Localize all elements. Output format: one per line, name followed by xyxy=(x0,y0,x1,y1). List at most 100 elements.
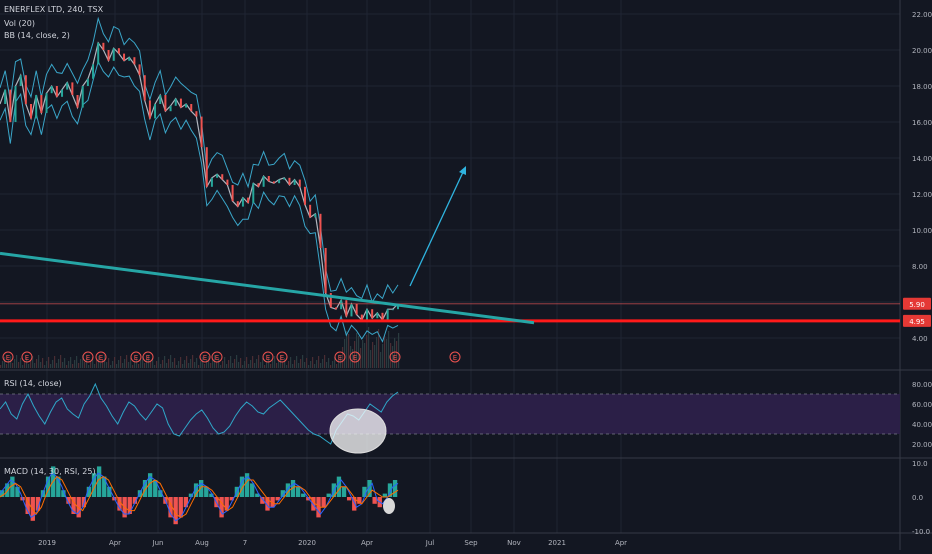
volume-bar xyxy=(170,355,172,368)
volume-bar xyxy=(60,355,62,368)
volume-bar xyxy=(128,362,130,368)
bollinger-indicator-label[interactable]: BB (14, close, 2) xyxy=(4,31,70,40)
volume-bar xyxy=(38,355,40,368)
price-axis-tick: 16.00 xyxy=(912,119,932,127)
candle xyxy=(102,42,105,50)
macd-histogram-bar xyxy=(127,497,132,514)
volume-bar xyxy=(352,349,354,368)
candle xyxy=(298,179,301,187)
candle xyxy=(138,64,141,76)
arrow-head xyxy=(459,166,466,175)
rsi-axis-tick: 80.00 xyxy=(912,381,932,389)
macd-histogram-bar xyxy=(86,486,92,497)
macd-histogram-bar xyxy=(71,497,76,514)
volume-bar xyxy=(16,355,18,368)
macd-signal-line xyxy=(0,475,399,518)
projection-arrow xyxy=(409,169,465,287)
symbol-title[interactable]: ENERFLEX LTD, 240, TSX xyxy=(4,5,104,14)
macd-histogram-bar xyxy=(107,486,112,497)
macd-indicator-label[interactable]: MACD (14, 30, RSI, 25) xyxy=(4,467,96,476)
price-axis-tick: 10.00 xyxy=(912,227,932,235)
volume-bar xyxy=(324,355,326,368)
macd-histogram-bar xyxy=(229,497,234,501)
candle xyxy=(381,312,384,320)
time-axis-tick: Apr xyxy=(615,539,627,547)
price-axis-tick: 12.00 xyxy=(912,191,932,199)
earnings-event-label: E xyxy=(146,354,150,362)
rsi-indicator-label[interactable]: RSI (14, close) xyxy=(4,379,62,388)
volume-bar xyxy=(206,360,208,368)
volume-bar xyxy=(380,352,382,368)
volume-bar xyxy=(70,357,72,368)
candle xyxy=(303,186,306,205)
volume-bar xyxy=(322,359,324,368)
earnings-event-marker xyxy=(82,351,94,363)
volume-bar xyxy=(138,364,140,368)
volume-bar xyxy=(4,357,6,368)
candle xyxy=(272,181,275,184)
macd-histogram-bar xyxy=(178,497,183,518)
candle xyxy=(283,177,286,180)
volume-bar xyxy=(342,347,344,368)
volume-bar xyxy=(42,358,44,368)
volume-bar xyxy=(296,356,298,368)
volume-bar xyxy=(330,365,332,368)
macd-histogram-bar xyxy=(224,497,229,511)
volume-bar xyxy=(28,364,30,368)
macd-axis-tick: 10.0 xyxy=(912,460,928,468)
macd-histogram-bar xyxy=(352,497,357,511)
macd-histogram-bar xyxy=(61,490,66,497)
volume-indicator-label[interactable]: Vol (20) xyxy=(4,19,35,28)
volume-bar xyxy=(250,360,252,368)
volume-bar xyxy=(304,362,306,368)
volume-bar xyxy=(362,340,364,368)
volume-bar xyxy=(376,337,378,368)
volume-bar xyxy=(312,357,314,368)
macd-histogram-bar xyxy=(372,497,377,504)
macd-histogram-bar xyxy=(357,497,362,504)
volume-bar xyxy=(236,355,238,368)
candle xyxy=(4,89,7,104)
candle xyxy=(267,176,270,182)
candle xyxy=(252,183,255,203)
macd-histogram-bar xyxy=(168,497,173,518)
price-label-text: 5.90 xyxy=(909,301,925,309)
time-axis-tick: Aug xyxy=(195,539,209,547)
volume-bar xyxy=(172,362,174,368)
volume-bar xyxy=(358,336,360,368)
volume-bar xyxy=(382,344,384,368)
volume-bar xyxy=(392,346,394,368)
macd-histogram-bar xyxy=(193,483,199,497)
candle xyxy=(30,104,33,119)
volume-bar xyxy=(134,361,136,368)
volume-bar xyxy=(218,358,220,368)
macd-histogram-bar xyxy=(265,497,270,511)
volume-bar xyxy=(294,360,296,368)
candle xyxy=(190,104,193,112)
volume-bar xyxy=(262,358,264,368)
volume-bar xyxy=(306,358,308,368)
candle xyxy=(205,147,208,187)
macd-histogram-bar xyxy=(45,476,51,497)
price-axis-tick: 14.00 xyxy=(912,155,932,163)
volume-bar xyxy=(140,360,142,368)
price-label-badge xyxy=(903,314,931,327)
candle xyxy=(350,303,353,317)
price-axis-tick: 8.00 xyxy=(912,263,928,271)
volume-bar xyxy=(106,362,108,368)
volume-bar xyxy=(378,329,380,368)
macd-histogram-bar xyxy=(382,493,388,497)
macd-histogram-bar xyxy=(25,497,30,514)
volume-bar xyxy=(12,363,14,368)
volume-bar xyxy=(242,365,244,368)
candle xyxy=(50,86,53,94)
volume-bar xyxy=(122,363,124,368)
volume-bar xyxy=(192,355,194,368)
candle xyxy=(241,197,244,207)
candle xyxy=(262,176,265,187)
macd-histogram-bar xyxy=(173,497,178,525)
macd-histogram-bar xyxy=(260,497,265,504)
earnings-event-label: E xyxy=(353,354,357,362)
